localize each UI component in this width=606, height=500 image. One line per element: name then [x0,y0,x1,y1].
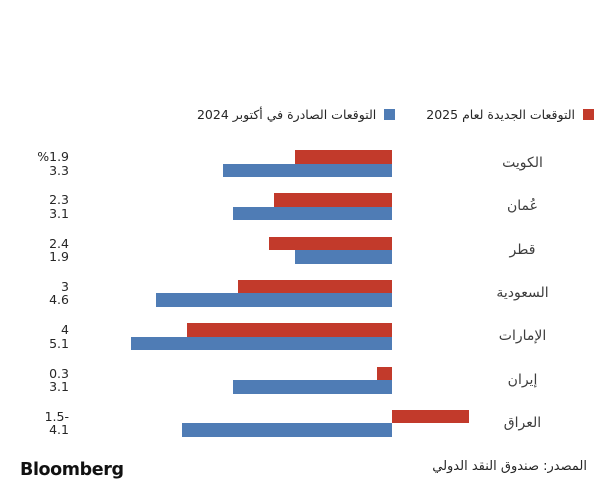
category-label: السعودية [496,284,549,301]
value-label-new: 2.3 [49,192,69,208]
bar-prior-forecast [223,163,392,177]
legend-item: التوقعات الصادرة في أكتوبر 2024 [196,106,396,122]
legend-item: التوقعات الجديدة لعام 2025 [426,107,594,122]
category-label: الكويت [502,155,543,171]
legend-label: التوقعات الجديدة لعام 2025 [426,106,575,122]
bar-new-forecast [274,193,392,207]
value-label-new: 4 [61,322,69,338]
value-label-prior: 4.1 [49,422,69,438]
bar-new-forecast [294,150,392,164]
bar-new-forecast [238,279,392,294]
value-label-prior: 5.1 [49,335,69,351]
bar-new-forecast [187,323,392,337]
bar-prior-forecast [294,250,392,264]
source-note: المصدر: صندوق النقد الدولي [432,459,587,474]
bar-prior-forecast [233,380,392,394]
value-label-prior: 3.3 [49,162,69,178]
value-label-new: 2.4 [49,235,69,251]
legend-swatch-icon [384,108,396,120]
chart-legend: التوقعات الجديدة لعام 2025 التوقعات الصاد… [197,105,594,123]
category-label: قطر [509,241,536,258]
value-label-new: 1.5- [44,408,69,424]
category-label: العراق [503,414,542,431]
value-label-prior: 1.9 [49,249,69,265]
value-label-new: 3 [61,278,69,294]
value-label-new: 0.3 [49,365,69,381]
legend-swatch-icon [583,108,594,120]
bar-prior-forecast [130,336,392,351]
bar-new-forecast [392,409,469,424]
category-label: عُمان [507,198,538,215]
value-label-new: %1.9 [37,149,69,164]
value-label-prior: 3.1 [49,205,69,221]
plot-area: %1.9 3.3 الكويت 2.3 3.1 عُمان 2.4 1.9 قطر 3 4.6 الس… [37,149,549,438]
category-label: الإمارات [498,328,547,345]
legend-label: التوقعات الصادرة في أكتوبر 2024 [196,106,377,122]
bar-prior-forecast [156,293,392,307]
bloomberg-logo: Bloomberg [20,460,124,480]
bar-new-forecast [376,366,392,381]
value-label-prior: 4.6 [49,292,69,308]
bar-prior-forecast [182,423,392,437]
value-label-prior: 3.1 [49,379,69,395]
bar-prior-forecast [233,206,392,221]
bar-new-forecast [269,236,392,251]
category-label: إيران [507,371,538,388]
